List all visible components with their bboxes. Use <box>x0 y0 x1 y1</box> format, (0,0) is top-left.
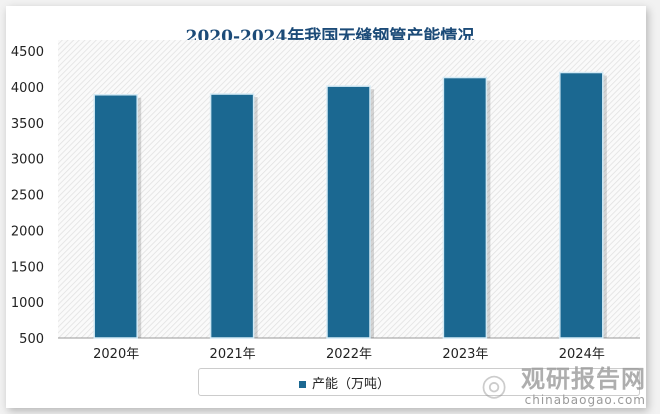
watermark-logo-icon: ◎ <box>481 368 508 403</box>
bar-2023年 <box>442 76 488 339</box>
bar-2021年 <box>209 93 255 339</box>
legend-swatch <box>299 381 306 388</box>
y-tick-label: 500 <box>19 332 44 347</box>
y-tick-label: 4000 <box>11 81 44 96</box>
x-tick-label: 2024年 <box>559 347 605 362</box>
y-tick-label: 1500 <box>11 260 44 275</box>
y-tick-label: 2000 <box>11 224 44 239</box>
legend-label: 产能（万吨） <box>312 377 391 392</box>
y-tick-label: 3000 <box>11 153 44 168</box>
watermark-cn: 观研报告网 <box>521 365 646 393</box>
x-tick-label: 2020年 <box>93 347 139 362</box>
bar-2024年 <box>559 71 604 339</box>
x-tick-label: 2021年 <box>210 347 256 362</box>
y-tick-label: 1000 <box>11 296 44 311</box>
watermark-en: chinabaogao.com <box>524 393 646 407</box>
x-tick-label: 2022年 <box>326 347 372 362</box>
y-tick-label: 4500 <box>11 45 44 60</box>
bar-2020年 <box>93 94 138 339</box>
watermark: ◎ 观研报告网 chinabaogao.com <box>481 365 646 407</box>
y-tick-label: 2500 <box>11 189 44 204</box>
legend: 产能（万吨） <box>198 368 640 396</box>
bar-2022年 <box>326 85 371 339</box>
y-tick-label: 3500 <box>11 117 44 132</box>
x-tick-label: 2023年 <box>442 347 488 362</box>
